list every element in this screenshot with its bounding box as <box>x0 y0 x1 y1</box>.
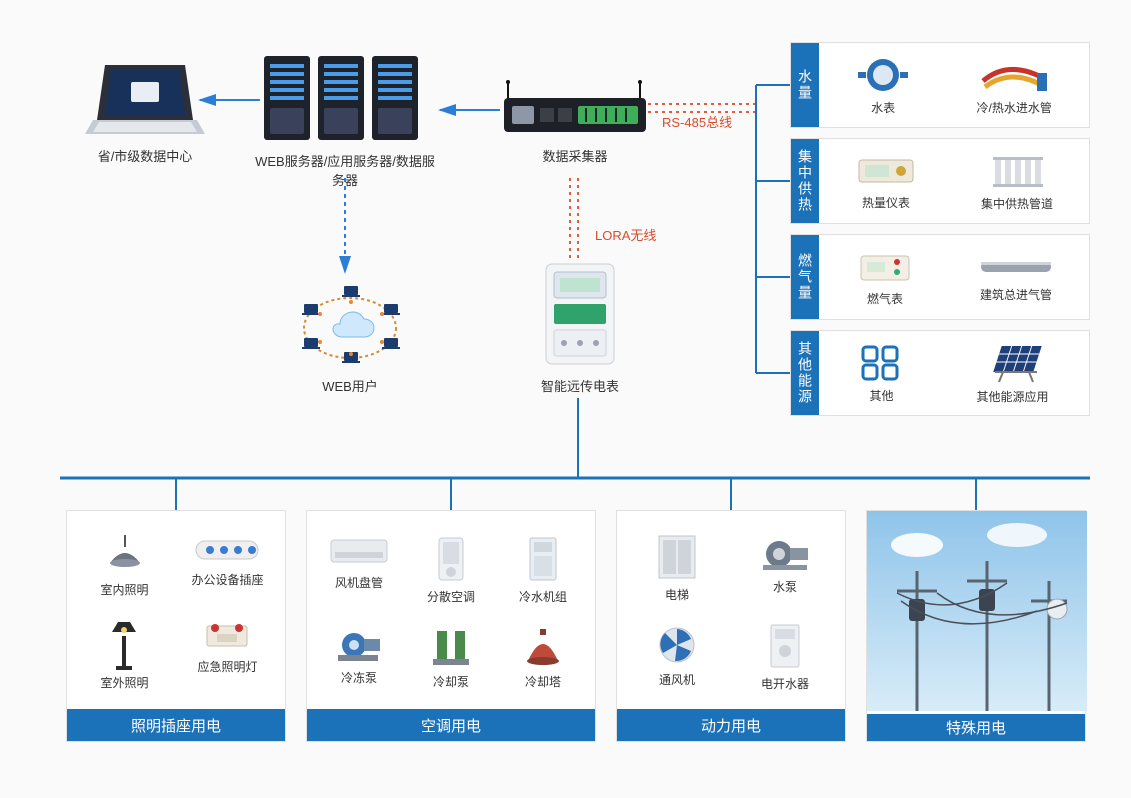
cat-hvac-title: 空调用电 <box>307 709 595 741</box>
water-boiler-icon: 电开水器 <box>761 621 809 692</box>
side-tab-other: 其他能源 <box>791 331 819 415</box>
cat-special: 特殊用电 <box>866 510 1086 742</box>
radiator-icon: 集中供热管道 <box>981 151 1053 212</box>
gas-pipe-icon: 建筑总进气管 <box>979 252 1053 303</box>
solar-icon: 其他能源应用 <box>976 342 1048 405</box>
ventilator-icon: 通风机 <box>653 621 701 692</box>
water-pump-icon: 水泵 <box>757 532 813 603</box>
side-tab-gas: 燃气量 <box>791 235 819 319</box>
cat-power: 电梯 水泵 通风机 电开水器 动力用电 <box>616 510 846 742</box>
side-tab-water: 水量 <box>791 43 819 127</box>
outdoor-light-icon: 室外照明 <box>100 616 148 691</box>
cat-lighting-title: 照明插座用电 <box>67 709 285 741</box>
special-photo-icon <box>867 511 1087 711</box>
chiller-icon: 冷水机组 <box>519 534 567 605</box>
split-ac-icon: 分散空调 <box>427 534 475 605</box>
power-strip-icon: 办公设备插座 <box>191 533 263 598</box>
side-panel-gas: 燃气量 燃气表 建筑总进气管 <box>790 234 1090 320</box>
fancoil-icon: 风机盘管 <box>327 534 391 605</box>
side-panel-water: 水量 水表 冷/热水进水管 <box>790 42 1090 128</box>
water-pipe-icon: 冷/热水进水管 <box>976 55 1051 116</box>
side-tab-heat: 集中供热 <box>791 139 819 223</box>
indoor-light-icon: 室内照明 <box>100 533 150 598</box>
cooling-pump-icon: 冷却泵 <box>427 625 475 690</box>
side-panel-heat: 集中供热 热量仪表 集中供热管道 <box>790 138 1090 224</box>
side-panel-other: 其他能源 其他 其他能源应用 <box>790 330 1090 416</box>
gas-meter-icon: 燃气表 <box>855 248 915 307</box>
other-icon: 其他 <box>859 343 903 404</box>
cat-special-title: 特殊用电 <box>867 714 1085 741</box>
heat-meter-icon: 热量仪表 <box>855 152 917 211</box>
cat-power-title: 动力用电 <box>617 709 845 741</box>
elevator-icon: 电梯 <box>655 532 699 603</box>
emergency-light-icon: 应急照明灯 <box>197 616 257 691</box>
cat-lighting: 室内照明 办公设备插座 室外照明 应急照明灯 照明插座用电 <box>66 510 286 742</box>
cooling-tower-icon: 冷却塔 <box>520 625 566 690</box>
chilled-pump-icon: 冷冻泵 <box>332 625 386 690</box>
water-meter-icon: 水表 <box>856 55 910 116</box>
cat-hvac: 风机盘管 分散空调 冷水机组 冷冻泵 冷却泵 冷却塔 空调用电 <box>306 510 596 742</box>
